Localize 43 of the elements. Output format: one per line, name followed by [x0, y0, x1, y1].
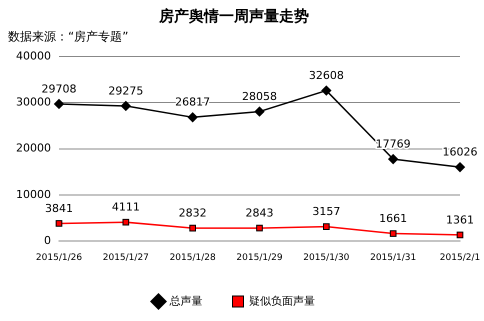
x-tick-label: 2015/1/27 [102, 252, 149, 263]
data-label: 1661 [379, 212, 408, 225]
x-tick-label: 2015/1/30 [303, 252, 350, 263]
data-label: 16026 [442, 146, 478, 159]
point [323, 223, 330, 230]
x-tick-label: 2015/1/31 [370, 252, 416, 263]
data-label: 1361 [446, 213, 474, 226]
point [188, 112, 198, 122]
point [56, 220, 62, 227]
y-tick-label: 10000 [16, 188, 51, 201]
point [189, 224, 196, 232]
point [254, 106, 264, 117]
legend-label: 疑似负面声量 [249, 294, 315, 308]
y-tick-label: 40000 [16, 49, 51, 62]
data-label: 28058 [242, 90, 277, 103]
data-label: 2832 [178, 206, 207, 220]
data-label: 2843 [245, 206, 274, 220]
x-tick-label: 2015/1/29 [236, 252, 283, 263]
y-tick-label: 30000 [16, 95, 51, 108]
data-label: 29708 [41, 82, 76, 96]
point [456, 232, 464, 238]
chart-title: 房产舆情一周声量走势 [158, 6, 309, 25]
y-tick-label: 0 [44, 234, 51, 248]
point [390, 230, 396, 237]
point [54, 98, 64, 109]
data-label: 4111 [112, 200, 140, 214]
data-label: 3841 [44, 202, 73, 215]
x-tick-label: 2015/1/28 [170, 252, 216, 263]
data-label: 3157 [312, 204, 340, 218]
data-label: 26817 [175, 96, 210, 109]
point [256, 224, 263, 232]
point [455, 162, 465, 172]
legend-label: 总声量 [168, 294, 202, 308]
data-label: 32608 [308, 68, 344, 82]
point [122, 218, 130, 226]
point [120, 100, 131, 111]
point [388, 154, 398, 164]
chart-subtitle: 数据来源：“房产专题” [8, 29, 128, 44]
x-tick-label: 2015/1/26 [36, 252, 82, 263]
y-tick-label: 20000 [16, 142, 51, 155]
x-tick-label: 2015/2/1 [440, 252, 480, 263]
point [321, 86, 332, 96]
data-label: 29275 [108, 84, 144, 98]
